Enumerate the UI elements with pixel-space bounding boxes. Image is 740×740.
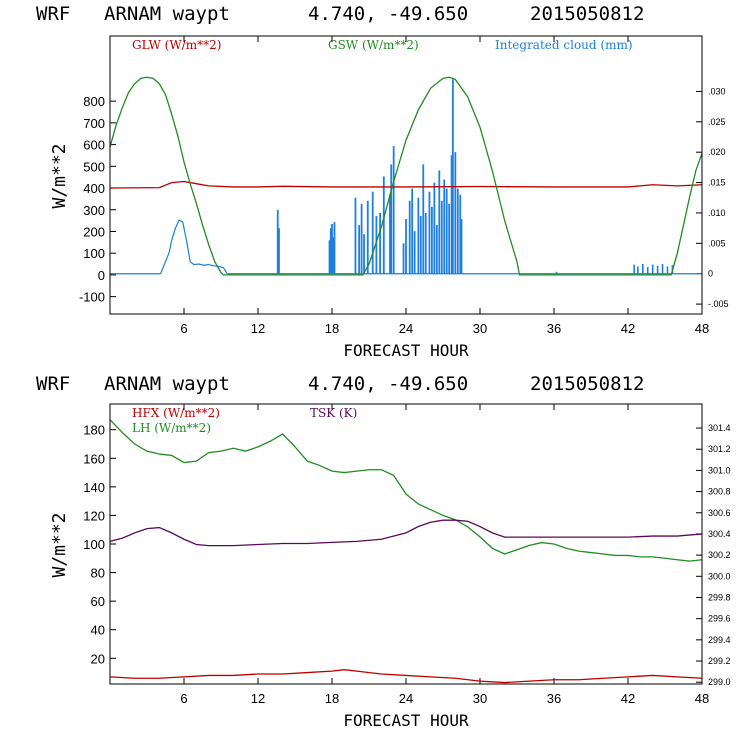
chart-top-xtick-label: 48 [695, 321, 709, 336]
chart-bottom-legend-lh: LH (W/m**2) [132, 421, 211, 435]
chart-bottom-legend-hfx: HFX (W/m**2) [132, 406, 220, 420]
chart-top-frame [109, 35, 703, 315]
chart-bottom-y2tick-label: 300.8 [708, 487, 731, 497]
chart-bottom-y2tick-label: 299.4 [708, 635, 731, 645]
chart-top-y2tick-label: .030 [708, 86, 726, 96]
chart-bottom: WRF ARNAM waypt 4.740, -49.650 201505081… [36, 373, 731, 730]
chart-top-xtick-label: 36 [547, 321, 561, 336]
chart-bottom-y2tick-label: 301.2 [708, 444, 731, 454]
chart-top-y2tick-label: .010 [708, 208, 726, 218]
chart-top-series-gsw [109, 76, 703, 276]
chart-bottom-xtick-label: 12 [251, 691, 265, 706]
chart-top-ytick-label: 600 [83, 138, 105, 153]
chart-top-ytick-label: 200 [83, 224, 105, 239]
chart-top-y2tick-label: .015 [708, 178, 726, 188]
chart-bottom-y2tick-label: 301.0 [708, 465, 731, 475]
chart-bottom-plot: 6 12 18 24 30 36 42 48 20 40 60 80 100 120 140 160 180 29… [83, 404, 731, 706]
chart-top-title-station: ARNAM waypt [104, 3, 230, 25]
chart-top-ytick-label: 0 [98, 268, 105, 283]
chart-top-xtick-label: 42 [621, 321, 635, 336]
chart-top-y2tick-label: .020 [708, 147, 726, 157]
chart-top-legend-gsw: GSW (W/m**2) [328, 38, 419, 52]
chart-bottom-ytick-label: 40 [91, 623, 105, 638]
chart-top-legend-glw: GLW (W/m**2) [132, 38, 221, 52]
chart-top-title-model: WRF [36, 3, 70, 25]
chart-bottom-xtick-label: 42 [621, 691, 635, 706]
chart-top-y2tick-label: -.005 [708, 299, 729, 309]
chart-bottom-title-date: 2015050812 [530, 373, 644, 395]
chart-bottom-xtick-label: 18 [325, 691, 339, 706]
chart-bottom-series-hfx [109, 669, 703, 684]
chart-bottom-y2tick-label: 301.4 [708, 423, 731, 433]
chart-bottom-series-tsk [109, 519, 703, 547]
chart-top-ytick-label: 400 [83, 181, 105, 196]
chart-bottom-y2tick-label: 299.8 [708, 592, 731, 602]
chart-bottom-ytick-label: 80 [91, 566, 105, 581]
chart-bottom-ytick-label: 140 [83, 480, 105, 495]
chart-top-y2tick-label: 0 [708, 269, 713, 279]
chart-top-ytick-label: 800 [83, 94, 105, 109]
chart-top-xtick-label: 30 [473, 321, 487, 336]
chart-bottom-ytick-label: 180 [83, 423, 105, 438]
chart-top-xtick-label: 18 [325, 321, 339, 336]
chart-bottom-y2tick-label: 299.6 [708, 614, 731, 624]
chart-top-title-date: 2015050812 [530, 3, 644, 25]
chart-bottom-ytick-label: 160 [83, 451, 105, 466]
chart-top: WRF ARNAM waypt 4.740, -49.650 201505081… [36, 3, 729, 360]
chart-bottom-y2tick-label: 300.0 [708, 571, 731, 581]
chart-top-ytick-label: 100 [83, 246, 105, 261]
chart-bottom-series-lh [109, 419, 703, 562]
chart-bottom-title-coords: 4.740, -49.650 [308, 373, 468, 395]
chart-bottom-xtick-label: 24 [399, 691, 413, 706]
chart-top-xtick-label: 24 [399, 321, 413, 336]
chart-bottom-y2tick-label: 300.2 [708, 550, 731, 560]
chart-bottom-ytick-label: 100 [83, 537, 105, 552]
chart-top-title-coords: 4.740, -49.650 [308, 3, 468, 25]
chart-bottom-xlabel: FORECAST HOUR [343, 711, 469, 730]
chart-top-xtick-label: 6 [180, 321, 187, 336]
chart-top-ytick-label: 300 [83, 203, 105, 218]
chart-bottom-ylabel: W/m**2 [49, 512, 70, 577]
chart-top-legend-cloud: Integrated cloud (mm) [495, 38, 633, 52]
chart-bottom-y2tick-label: 300.4 [708, 529, 731, 539]
chart-bottom-title-model: WRF [36, 373, 70, 395]
chart-bottom-ytick-label: 20 [91, 651, 105, 666]
chart-bottom-xtick-label: 30 [473, 691, 487, 706]
chart-top-y2tick-label: .025 [708, 117, 726, 127]
chart-bottom-frame [109, 403, 703, 685]
chart-bottom-y2tick-label: 299.2 [708, 656, 731, 666]
chart-top-ytick-label: -100 [79, 290, 105, 305]
chart-top-xtick-label: 12 [251, 321, 265, 336]
chart-bottom-ytick-label: 120 [83, 508, 105, 523]
chart-bottom-legend-tsk: TSK (K) [310, 406, 357, 420]
chart-bottom-xtick-label: 36 [547, 691, 561, 706]
chart-top-ytick-label: 700 [83, 116, 105, 131]
chart-bottom-ytick-label: 60 [91, 594, 105, 609]
chart-top-plot: 6 12 18 24 30 36 42 48 -100 0 100 200 300 400 500 600 70… [79, 36, 729, 336]
chart-top-cloud-line [160, 219, 228, 275]
chart-top-xlabel: FORECAST HOUR [343, 341, 469, 360]
chart-bottom-xtick-label: 48 [695, 691, 709, 706]
chart-bottom-xtick-label: 6 [180, 691, 187, 706]
chart-bottom-y2tick-label: 300.6 [708, 508, 731, 518]
chart-bottom-y2tick-label: 299.0 [708, 677, 731, 687]
chart-bottom-title-station: ARNAM waypt [104, 373, 230, 395]
chart-top-series-glw [109, 180, 703, 189]
chart-top-y2tick-label: .005 [708, 238, 726, 248]
chart-top-ytick-label: 500 [83, 159, 105, 174]
chart-top-ylabel: W/m**2 [49, 143, 70, 208]
